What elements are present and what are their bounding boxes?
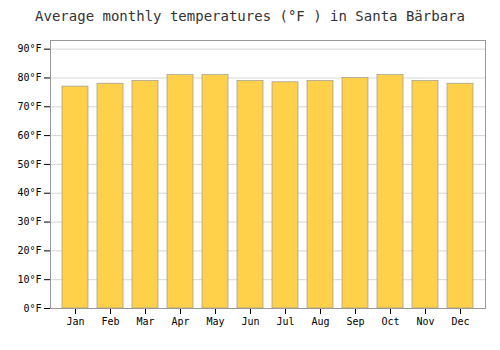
svg-text:Mar: Mar (136, 316, 154, 327)
svg-text:0°F: 0°F (23, 303, 41, 314)
svg-text:90°F: 90°F (17, 43, 41, 54)
svg-text:30°F: 30°F (17, 216, 41, 227)
svg-text:Feb: Feb (101, 316, 119, 327)
svg-text:Apr: Apr (171, 316, 189, 327)
svg-text:60°F: 60°F (17, 130, 41, 141)
svg-text:50°F: 50°F (17, 159, 41, 170)
svg-text:Oct: Oct (381, 316, 399, 327)
svg-text:Dec: Dec (451, 316, 469, 327)
svg-text:Jul: Jul (276, 316, 294, 327)
svg-text:Jun: Jun (241, 316, 259, 327)
svg-text:Jan: Jan (66, 316, 84, 327)
svg-text:40°F: 40°F (17, 187, 41, 198)
svg-text:Aug: Aug (311, 316, 329, 327)
svg-text:10°F: 10°F (17, 274, 41, 285)
svg-text:80°F: 80°F (17, 72, 41, 83)
svg-text:May: May (206, 316, 224, 327)
svg-text:Nov: Nov (416, 316, 434, 327)
svg-text:Sep: Sep (346, 316, 364, 327)
svg-text:70°F: 70°F (17, 101, 41, 112)
svg-text:20°F: 20°F (17, 245, 41, 256)
html-text:Average monthly temperatures (: Average monthly temperatures (°F ) in Sa… (35, 8, 465, 24)
